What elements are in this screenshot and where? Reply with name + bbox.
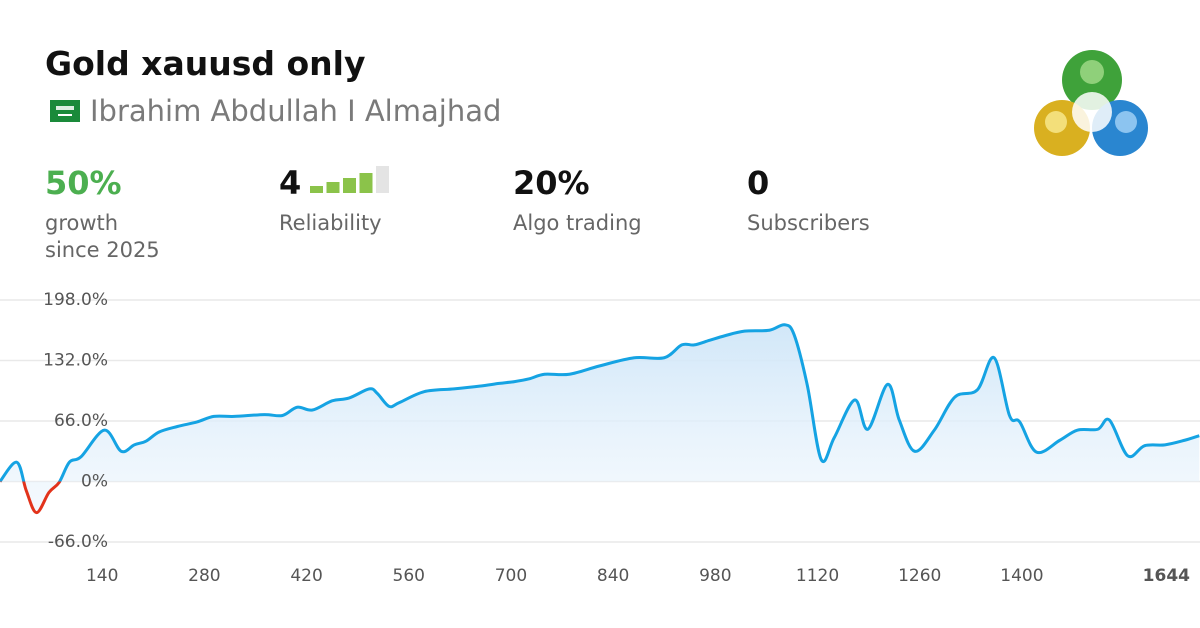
y-tick-label: 198.0% [43, 290, 108, 310]
stat-value: 4 [279, 164, 301, 202]
stat-label: since 2025 [45, 238, 160, 262]
x-tick-label: 280 [188, 566, 220, 586]
reliability-bar [310, 186, 323, 193]
stat-label: Algo trading [513, 211, 642, 235]
y-tick-label: -66.0% [48, 532, 108, 552]
y-tick-label: 132.0% [43, 351, 108, 371]
flag [50, 100, 80, 122]
reliability-bar [376, 166, 389, 193]
reliability-bar [343, 178, 356, 193]
reliability-bar [359, 173, 373, 193]
stat-value: 0 [747, 164, 769, 202]
title: Gold xauusd only [45, 44, 365, 83]
y-tick-label: 66.0% [54, 411, 108, 431]
line [0, 323, 1200, 482]
stat-value: 50% [45, 164, 122, 202]
stat-label: growth [45, 211, 118, 235]
x-tick-label: 700 [495, 566, 527, 586]
stat-label: Subscribers [747, 211, 870, 235]
reliability-bar [326, 182, 340, 193]
x-tick-label: 140 [86, 566, 118, 586]
x-tick-label: 1260 [898, 566, 941, 586]
x-tick-label: 560 [393, 566, 425, 586]
author: Ibrahim Abdullah I Almajhad [90, 94, 501, 128]
x-tick-label: 1644 [1143, 566, 1190, 586]
chart: 198.0% 132.0% 66.0% 0% -66.0% 140 280 420 560 700… [0, 290, 1200, 586]
x-tick-label: 1400 [1000, 566, 1043, 586]
area [0, 324, 1200, 513]
stats: 50% growth since 2025 4 Reliability 20% Algo t… [45, 164, 870, 262]
x-tick-label: 980 [699, 566, 731, 586]
x-tick-label: 420 [290, 566, 322, 586]
y-tick-label: 0% [81, 472, 108, 492]
logo [1034, 50, 1148, 156]
x-tick-label: 840 [597, 566, 629, 586]
stat-value: 20% [513, 164, 590, 202]
x-tick-label: 1120 [796, 566, 839, 586]
stat-label: Reliability [279, 211, 382, 235]
